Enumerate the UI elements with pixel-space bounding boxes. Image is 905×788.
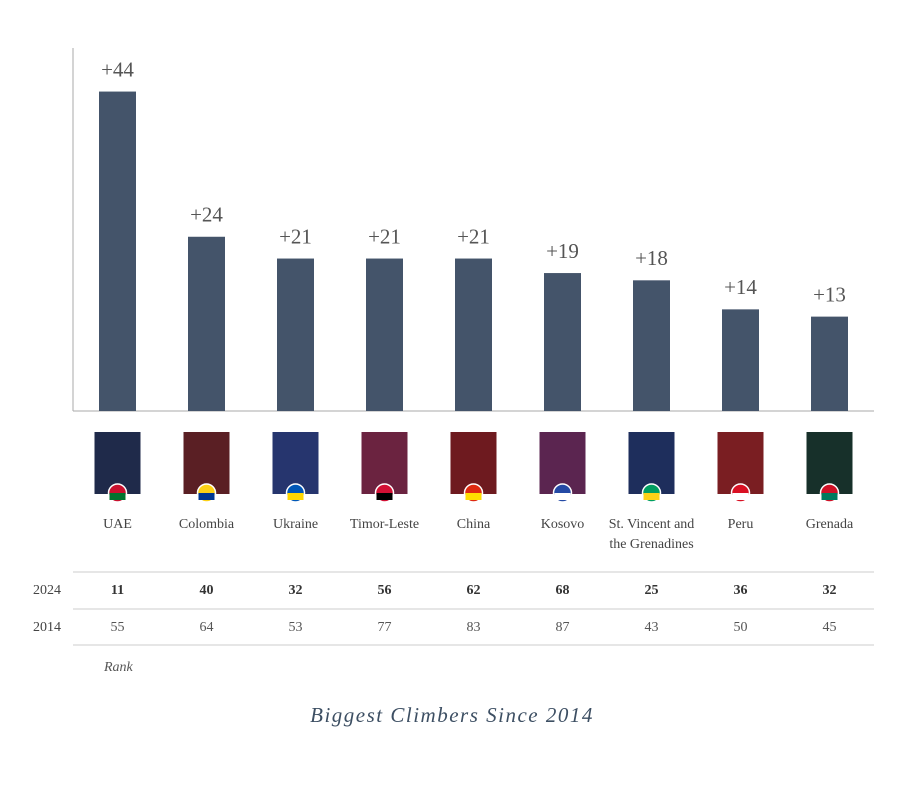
value-label: +21 — [279, 224, 312, 248]
value-label: +21 — [368, 224, 401, 248]
value-label: +44 — [101, 57, 134, 81]
bar — [544, 273, 581, 411]
bar — [455, 258, 492, 411]
flag-icon — [821, 493, 838, 500]
table-cell: 68 — [556, 583, 570, 598]
flag-icon — [198, 493, 215, 500]
table-cell: 40 — [200, 583, 214, 598]
table-cell: 53 — [289, 620, 303, 635]
bar — [633, 280, 670, 411]
bar — [99, 91, 136, 411]
value-label: +21 — [457, 224, 490, 248]
table-cell: 55 — [111, 620, 125, 635]
table-cell: 77 — [378, 620, 392, 635]
table-cell: 36 — [734, 583, 748, 598]
flag-icon — [732, 493, 749, 500]
chart-title: Biggest Climbers Since 2014 — [310, 703, 594, 727]
table-cell: 45 — [823, 620, 837, 635]
bar — [277, 258, 314, 411]
bar — [722, 309, 759, 411]
value-label: +13 — [813, 282, 846, 306]
table-cell: 43 — [645, 620, 659, 635]
x-tick-label: Kosovo — [540, 517, 585, 532]
row-label: 2014 — [33, 620, 61, 635]
value-label: +19 — [546, 239, 579, 263]
x-tick-label: Colombia — [178, 517, 235, 532]
table-cell: 25 — [645, 583, 659, 598]
table-cell: 32 — [823, 583, 837, 598]
x-tick-label: St. Vincent and the Grenadines — [608, 517, 695, 552]
value-label: +24 — [190, 203, 223, 227]
flag-icon — [643, 493, 660, 500]
x-tick-label: China — [456, 517, 491, 532]
flag-icon — [376, 493, 393, 500]
value-label: +18 — [635, 246, 668, 270]
x-tick-label: UAE — [103, 517, 132, 532]
table-cell: 87 — [556, 620, 570, 635]
flag-icon — [465, 493, 482, 500]
table-label: Rank — [103, 660, 134, 675]
row-label: 2024 — [33, 583, 61, 598]
x-tick-label: Ukraine — [272, 517, 319, 532]
bar — [366, 258, 403, 411]
table-cell: 11 — [111, 583, 124, 598]
x-tick-label: Timor-Leste — [349, 517, 420, 532]
table-cell: 62 — [467, 583, 481, 598]
bar — [188, 236, 225, 411]
table-cell: 56 — [378, 583, 392, 598]
flag-icon — [109, 493, 126, 500]
table-cell: 83 — [467, 620, 481, 635]
flag-icon — [554, 493, 571, 500]
table-cell: 64 — [200, 620, 214, 635]
table-cell: 50 — [734, 620, 748, 635]
table-cell: 32 — [289, 583, 303, 598]
x-tick-label: Peru — [727, 517, 754, 532]
flag-icon — [287, 493, 304, 500]
value-label: +14 — [724, 275, 757, 299]
bar — [811, 316, 848, 411]
x-tick-label: Grenada — [805, 517, 854, 532]
